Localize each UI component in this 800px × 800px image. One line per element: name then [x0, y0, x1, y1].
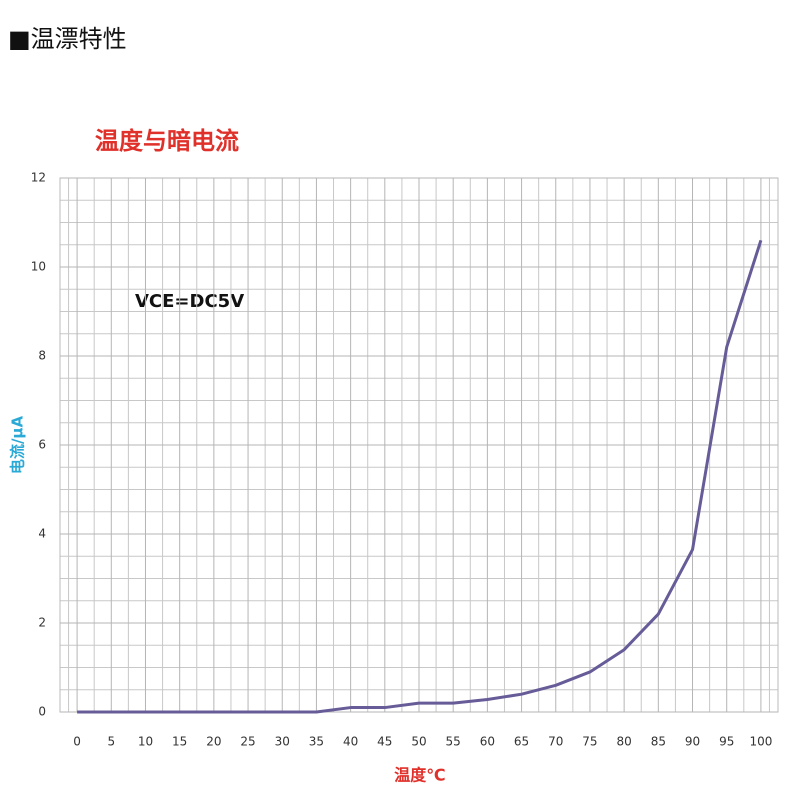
- y-axis-label: 电流/μA: [9, 416, 27, 475]
- x-tick-label: 75: [582, 735, 597, 749]
- x-tick-label: 55: [446, 735, 461, 749]
- y-tick-label: 6: [38, 438, 46, 452]
- x-tick-label: 60: [480, 735, 495, 749]
- y-tick-label: 2: [38, 616, 46, 630]
- y-tick-label: 0: [38, 705, 46, 719]
- y-tick-label: 8: [38, 349, 46, 363]
- page-header: ■温漂特性: [8, 25, 127, 53]
- x-tick-label: 35: [309, 735, 324, 749]
- x-tick-label: 5: [107, 735, 115, 749]
- x-tick-label: 10: [138, 735, 153, 749]
- x-axis-label: 温度℃: [393, 766, 445, 785]
- x-tick-label: 50: [411, 735, 426, 749]
- x-tick-label: 20: [206, 735, 221, 749]
- x-tick-label: 80: [617, 735, 632, 749]
- x-tick-label: 30: [275, 735, 290, 749]
- x-tick-label: 65: [514, 735, 529, 749]
- x-tick-label: 70: [548, 735, 563, 749]
- data-line: [77, 239, 763, 714]
- x-tick-label: 100: [749, 735, 772, 749]
- annotation: VCE=DC5V: [135, 291, 244, 312]
- x-tick-label: 0: [73, 735, 81, 749]
- x-tick-label: 85: [651, 735, 666, 749]
- y-tick-label: 10: [31, 260, 46, 274]
- x-tick-label: 95: [719, 735, 734, 749]
- chart-title: 温度与暗电流: [95, 127, 239, 155]
- x-tick-label: 15: [172, 735, 187, 749]
- x-tick-label: 90: [685, 735, 700, 749]
- y-tick-label: 12: [31, 171, 46, 185]
- x-tick-label: 25: [240, 735, 255, 749]
- y-tick-label: 4: [38, 527, 46, 541]
- x-tick-label: 40: [343, 735, 358, 749]
- x-tick-label: 45: [377, 735, 392, 749]
